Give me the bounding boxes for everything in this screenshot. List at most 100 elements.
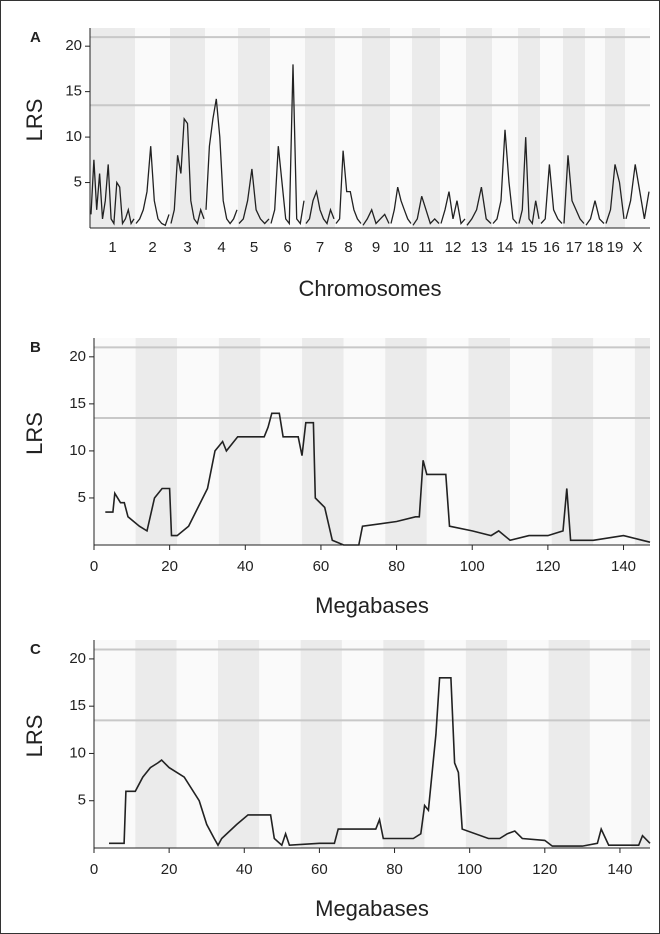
lrs-line (170, 117, 205, 226)
x-tick-label: 100 (457, 861, 482, 878)
bg-band (217, 640, 260, 848)
x-axis-title: Megabases (315, 593, 429, 618)
x-tick-label: 0 (90, 861, 98, 878)
panel-label: C (30, 641, 41, 658)
lrs-line (540, 164, 563, 224)
bg-band (383, 640, 425, 848)
x-tick-label: 140 (611, 558, 636, 575)
x-tick-label: 100 (460, 558, 485, 575)
x-tick-label: X (632, 239, 642, 256)
x-tick-label: 120 (535, 558, 560, 575)
bg-band (548, 640, 590, 848)
x-tick-label: 80 (388, 558, 405, 575)
panel-label: B (30, 339, 41, 356)
bg-band (260, 338, 303, 545)
bg-band (634, 338, 650, 545)
lrs-line (585, 200, 605, 226)
y-tick-label: 10 (65, 128, 82, 145)
y-axis-title: LRS (22, 412, 47, 455)
lrs-line (362, 208, 390, 226)
bg-band (300, 640, 342, 848)
lrs-line (492, 129, 518, 224)
x-tick-label: 4 (217, 239, 225, 256)
x-tick-label: 80 (386, 861, 403, 878)
bg-band (218, 338, 261, 545)
lrs-line (563, 155, 585, 224)
bg-band (176, 640, 218, 848)
chromosome-band (238, 28, 270, 228)
x-tick-label: 10 (393, 239, 410, 256)
y-tick-label: 15 (69, 697, 86, 714)
lrs-line (440, 191, 466, 225)
chromosome-band (585, 28, 605, 228)
bg-band (302, 338, 344, 545)
x-tick-label: 6 (283, 239, 291, 256)
x-tick-label: 1 (108, 239, 116, 256)
y-tick-label: 10 (69, 442, 86, 459)
x-tick-label: 12 (445, 239, 462, 256)
x-tick-label: 15 (521, 239, 538, 256)
lrs-line (518, 137, 540, 226)
chromosome-band (135, 28, 170, 228)
y-tick-label: 20 (65, 37, 82, 54)
lrs-line (205, 98, 238, 225)
bg-band (94, 640, 136, 848)
x-tick-label: 7 (316, 239, 324, 256)
lrs-line (105, 412, 651, 546)
bg-band (259, 640, 301, 848)
y-tick-label: 15 (65, 83, 82, 100)
bg-band (510, 338, 552, 545)
chromosome-band (205, 28, 238, 228)
lrs-line (109, 676, 651, 847)
chromosome-band (540, 28, 563, 228)
x-tick-label: 60 (311, 861, 328, 878)
bg-band (135, 640, 177, 848)
lrs-line (270, 64, 305, 226)
x-tick-label: 40 (237, 558, 254, 575)
x-tick-label: 18 (587, 239, 604, 256)
chromosome-band (305, 28, 335, 228)
x-tick-label: 17 (566, 239, 583, 256)
x-tick-label: 20 (161, 558, 178, 575)
lrs-line (305, 189, 335, 225)
x-axis-title: Chromosomes (298, 276, 441, 301)
x-tick-label: 120 (532, 861, 557, 878)
lrs-line (335, 150, 362, 224)
x-tick-label: 40 (236, 861, 253, 878)
chromosome-band (440, 28, 466, 228)
lrs-line (625, 164, 650, 220)
y-tick-label: 20 (69, 348, 86, 365)
chromosome-band (563, 28, 585, 228)
lrs-line (412, 196, 440, 226)
x-tick-label: 0 (90, 558, 98, 575)
bg-band (177, 338, 219, 545)
y-axis-title: LRS (22, 99, 47, 142)
chromosome-band (90, 28, 135, 228)
x-tick-label: 9 (372, 239, 380, 256)
bg-band (424, 640, 466, 848)
y-tick-label: 20 (69, 650, 86, 667)
lrs-line (390, 186, 412, 224)
bg-band (589, 640, 632, 848)
x-tick-label: 13 (471, 239, 488, 256)
chromosome-band (492, 28, 518, 228)
chromosome-band (625, 28, 650, 228)
lrs-line (90, 159, 135, 226)
chromosome-band (362, 28, 390, 228)
chromosome-band (605, 28, 625, 228)
bg-band (94, 338, 136, 545)
bg-band (551, 338, 594, 545)
x-axis-title: Megabases (315, 896, 429, 921)
x-tick-label: 8 (344, 239, 352, 256)
y-tick-label: 15 (69, 395, 86, 412)
x-tick-label: 20 (161, 861, 178, 878)
bg-band (385, 338, 427, 545)
bg-band (631, 640, 650, 848)
bg-band (507, 640, 549, 848)
bg-band (593, 338, 635, 545)
panel-label: A (30, 29, 41, 46)
x-tick-label: 2 (148, 239, 156, 256)
chromosome-band (335, 28, 362, 228)
lrs-line (135, 146, 170, 227)
